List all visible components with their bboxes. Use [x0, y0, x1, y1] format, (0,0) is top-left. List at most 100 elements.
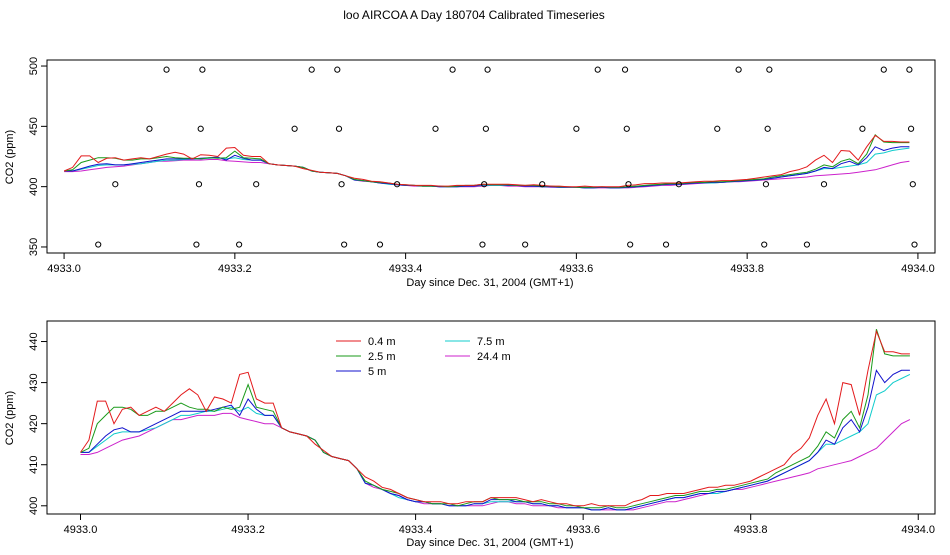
top-y-tick-label: 350: [28, 238, 40, 256]
calibration-point: [735, 66, 742, 73]
calibration-point: [193, 241, 200, 248]
calibration-point: [308, 66, 315, 73]
top-x-tick-label: 4933.2: [218, 263, 252, 275]
calibration-point: [766, 66, 773, 73]
bottom-x-tick-label: 4933.2: [231, 524, 265, 536]
bottom-y-ticks: 400 410 420 430 440: [28, 332, 47, 515]
bottom-x-ticks: 4933.0 4933.2 4933.4 4933.6 4933.8 4934.0: [64, 514, 935, 536]
calibration-point: [880, 66, 887, 73]
bottom-series-line-5-m: [80, 369, 910, 511]
calibration-point: [803, 241, 811, 248]
calibration-point: [539, 181, 546, 188]
bottom-series-line-7-5-m: [80, 373, 911, 511]
top-y-ticks: 350 400 450 500: [28, 57, 47, 256]
calibration-point: [764, 125, 771, 132]
legend-label: 7.5 m: [477, 336, 505, 348]
top-y-axis-label: CO2 (ppm): [4, 130, 16, 184]
calibration-point: [662, 241, 670, 248]
top-series-line-7-5-m: [64, 147, 910, 189]
legend: 0.4 m 2.5 m 5 m 7.5 m 24.4 m: [336, 336, 511, 378]
calibration-point: [907, 125, 915, 132]
calibration-point: [341, 241, 348, 248]
top-x-tick-label: 4933.6: [560, 263, 594, 275]
top-plot-frame: [46, 59, 936, 254]
calibration-point: [859, 125, 866, 132]
bottom-x-tick-label: 4933.4: [399, 524, 433, 536]
bottom-series-line-0-4-m: [80, 329, 910, 507]
top-y-tick-label: 500: [28, 57, 40, 75]
calibration-point: [594, 66, 601, 73]
bottom-x-tick-label: 4933.8: [734, 524, 768, 536]
top-x-tick-label: 4933.8: [730, 263, 764, 275]
calibration-point: [573, 125, 580, 132]
legend-label: 2.5 m: [368, 351, 396, 363]
calibration-point: [627, 241, 634, 248]
calibration-point: [393, 181, 401, 188]
bottom-y-tick-label: 430: [28, 373, 40, 391]
calibration-point: [195, 181, 203, 188]
legend-label: 0.4 m: [368, 336, 396, 348]
bottom-x-tick-label: 4933.6: [566, 524, 600, 536]
top-series-line-5-m: [64, 146, 910, 189]
calibration-point: [146, 125, 153, 132]
bottom-series-lines: [80, 329, 911, 511]
legend-label: 24.4 m: [477, 351, 511, 363]
calibration-point: [163, 66, 170, 73]
bottom-x-tick-label: 4933.0: [64, 524, 98, 536]
top-y-tick-label: 450: [28, 117, 40, 135]
top-x-tick-label: 4933.0: [47, 263, 81, 275]
calibration-point: [449, 66, 456, 73]
top-x-ticks: 4933.0 4933.2 4933.4 4933.6 4933.8 4934.0: [47, 253, 935, 275]
calibration-point: [197, 125, 204, 132]
calibration-point: [522, 241, 529, 248]
top-calibration-points: [95, 66, 918, 248]
calibration-point: [291, 125, 298, 132]
bottom-panel: 4933.0 4933.2 4933.4 4933.6 4933.8 4934.0 400…: [4, 320, 936, 549]
calibration-point: [820, 181, 828, 188]
calibration-point: [761, 241, 768, 248]
calibration-point: [625, 181, 632, 188]
calibration-point: [484, 66, 491, 73]
top-series-lines: [63, 133, 910, 189]
calibration-point: [112, 181, 119, 188]
calibration-point: [911, 241, 918, 248]
top-x-axis-label: Day since Dec. 31, 2004 (GMT+1): [406, 277, 573, 289]
calibration-point: [376, 241, 384, 248]
bottom-y-tick-label: 400: [28, 497, 40, 515]
bottom-y-tick-label: 420: [28, 414, 40, 432]
calibration-point: [479, 241, 486, 248]
calibration-point: [623, 125, 630, 132]
top-series-line-2-5-m: [64, 133, 910, 188]
calibration-point: [481, 181, 488, 188]
bottom-y-axis-label: CO2 (ppm): [4, 391, 16, 445]
top-x-tick-label: 4934.0: [901, 263, 935, 275]
calibration-point: [338, 181, 345, 188]
bottom-y-tick-label: 440: [28, 332, 40, 350]
calibration-point: [909, 181, 916, 188]
top-y-tick-label: 400: [28, 177, 40, 195]
calibration-point: [906, 66, 913, 73]
calibration-point: [621, 66, 629, 73]
bottom-plot-frame: [46, 320, 936, 515]
calibration-point: [335, 125, 343, 132]
bottom-x-tick-label: 4934.0: [901, 524, 935, 536]
calibration-point: [334, 66, 341, 73]
bottom-series-line-2-5-m: [80, 329, 910, 509]
chart-title: loo AIRCOA A Day 180704 Calibrated Times…: [343, 8, 604, 22]
calibration-point: [714, 125, 721, 132]
calibration-point: [482, 125, 489, 132]
calibration-point: [236, 241, 243, 248]
bottom-x-axis-label: Day since Dec. 31, 2004 (GMT+1): [406, 537, 573, 549]
calibration-point: [95, 241, 102, 248]
bottom-series-line-24-4-m: [80, 412, 911, 511]
bottom-y-tick-label: 410: [28, 456, 40, 474]
calibration-point: [432, 125, 439, 132]
top-panel: 4933.0 4933.2 4933.4 4933.6 4933.8 4934.0 350…: [4, 57, 936, 289]
calibration-point: [199, 66, 206, 73]
calibration-point: [762, 181, 770, 188]
top-x-tick-label: 4933.4: [389, 263, 423, 275]
calibration-point: [675, 181, 682, 188]
legend-label: 5 m: [368, 366, 386, 378]
calibration-point: [253, 181, 260, 188]
